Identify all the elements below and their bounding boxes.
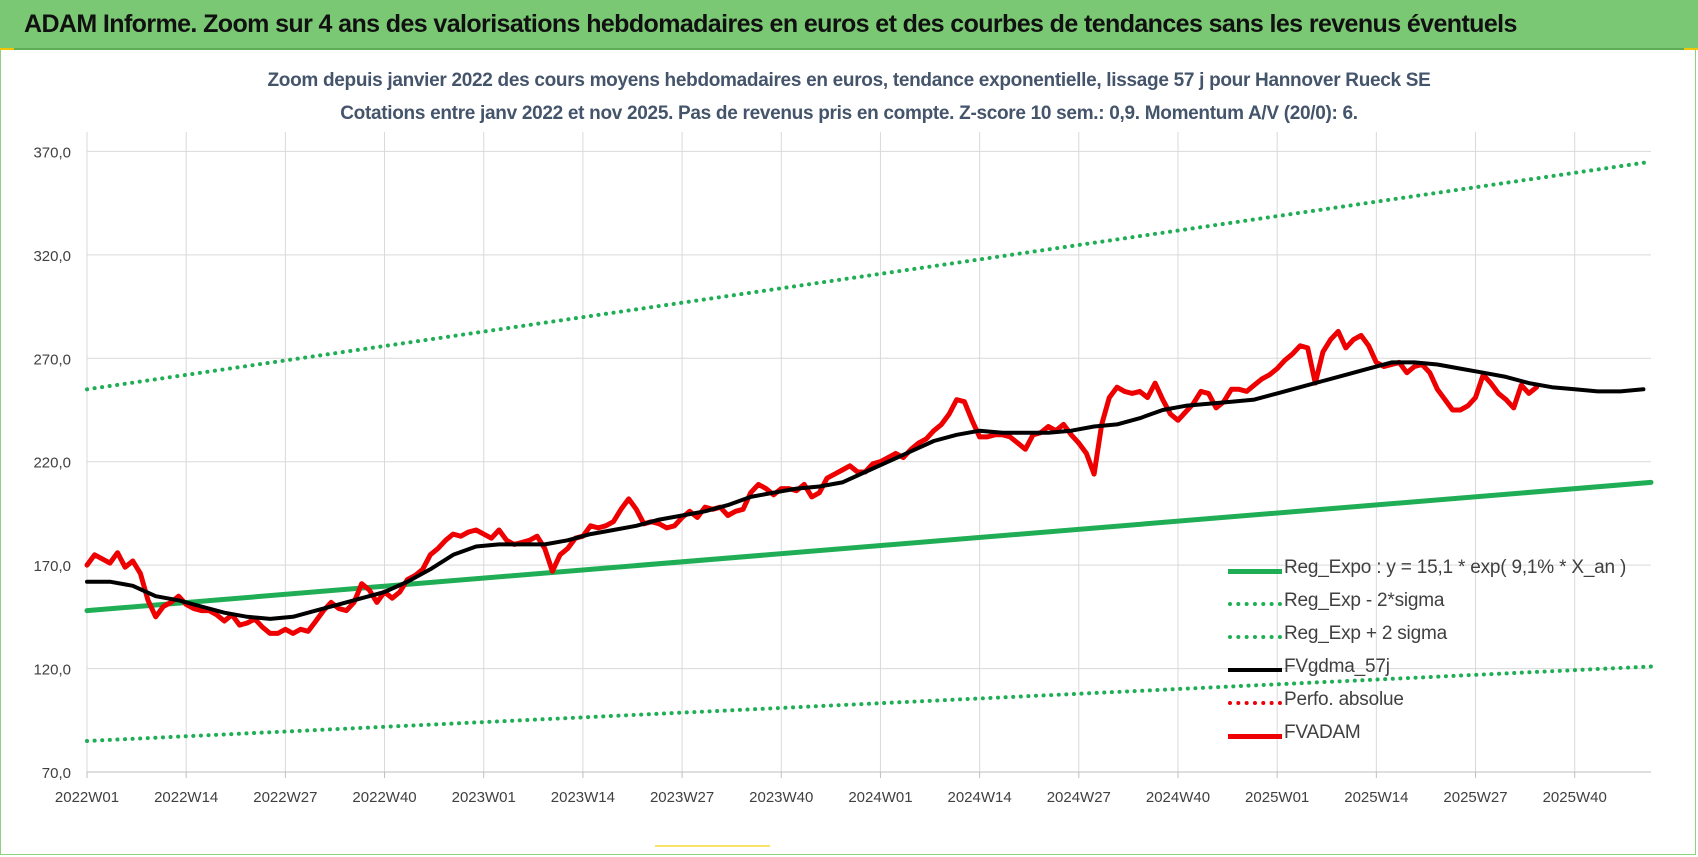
legend-label: FVADAM xyxy=(1284,722,1361,743)
x-tick-label: 2024W01 xyxy=(848,789,912,806)
legend-item-reg-expo: Reg_Expo : y = 15,1 * exp( 9,1% * X_an ) xyxy=(1228,553,1668,586)
corner-mark-right xyxy=(1684,48,1698,50)
y-tick-label: 70,0 xyxy=(42,765,71,782)
y-tick-label: 370,0 xyxy=(33,144,71,161)
legend-item-fvgdma: FVgdma_57j xyxy=(1228,652,1668,685)
decorative-bar xyxy=(655,845,770,847)
y-tick-label: 270,0 xyxy=(33,351,71,368)
legend-label: FVgdma_57j xyxy=(1284,656,1390,677)
legend-swatch xyxy=(1228,734,1282,739)
x-tick-label: 2022W01 xyxy=(55,789,119,806)
chart-subtitle: Cotations entre janv 2022 et nov 2025. P… xyxy=(340,103,1358,124)
legend-item-fvadam: FVADAM xyxy=(1228,718,1668,751)
y-tick-label: 220,0 xyxy=(33,455,71,472)
legend-item-band-low: Reg_Exp - 2*sigma xyxy=(1228,586,1668,619)
x-tick-label: 2023W01 xyxy=(452,789,516,806)
x-tick-label: 2023W40 xyxy=(749,789,813,806)
chart-title: Zoom depuis janvier 2022 des cours moyen… xyxy=(267,70,1431,91)
series-band-high xyxy=(85,159,1653,392)
x-tick-label: 2022W27 xyxy=(253,789,317,806)
legend-item-band-high: Reg_Exp + 2 sigma xyxy=(1228,619,1668,652)
legend-swatch xyxy=(1228,701,1282,705)
chart-legend: Reg_Expo : y = 15,1 * exp( 9,1% * X_an )… xyxy=(1228,553,1668,751)
x-tick-label: 2025W40 xyxy=(1543,789,1607,806)
x-tick-label: 2024W14 xyxy=(948,789,1012,806)
x-tick-label: 2022W14 xyxy=(154,789,218,806)
x-tick-label: 2024W27 xyxy=(1047,789,1111,806)
series-band-low xyxy=(85,664,1653,743)
legend-label: Reg_Exp - 2*sigma xyxy=(1284,590,1445,611)
legend-swatch xyxy=(1228,602,1282,606)
banner-title: ADAM Informe. Zoom sur 4 ans des valoris… xyxy=(24,10,1517,38)
corner-mark-left xyxy=(0,48,14,50)
x-tick-label: 2025W27 xyxy=(1443,789,1507,806)
y-tick-label: 120,0 xyxy=(33,662,71,679)
legend-swatch xyxy=(1228,569,1282,574)
legend-label: Reg_Expo : y = 15,1 * exp( 9,1% * X_an ) xyxy=(1284,557,1627,578)
x-tick-label: 2022W40 xyxy=(352,789,416,806)
x-tick-label: 2023W14 xyxy=(551,789,615,806)
legend-label: Reg_Exp + 2 sigma xyxy=(1284,623,1447,644)
y-tick-label: 320,0 xyxy=(33,248,71,265)
x-tick-label: 2025W14 xyxy=(1344,789,1408,806)
legend-swatch xyxy=(1228,635,1282,639)
x-tick-label: 2024W40 xyxy=(1146,789,1210,806)
legend-item-perfo: Perfo. absolue xyxy=(1228,685,1668,718)
series-reg-expo xyxy=(84,479,1654,614)
legend-swatch xyxy=(1228,668,1282,672)
x-tick-label: 2023W27 xyxy=(650,789,714,806)
series-fvgdma xyxy=(85,360,1646,621)
x-tick-label: 2025W01 xyxy=(1245,789,1309,806)
legend-label: Perfo. absolue xyxy=(1284,689,1404,710)
report-banner: ADAM Informe. Zoom sur 4 ans des valoris… xyxy=(0,0,1698,50)
y-tick-label: 170,0 xyxy=(33,558,71,575)
